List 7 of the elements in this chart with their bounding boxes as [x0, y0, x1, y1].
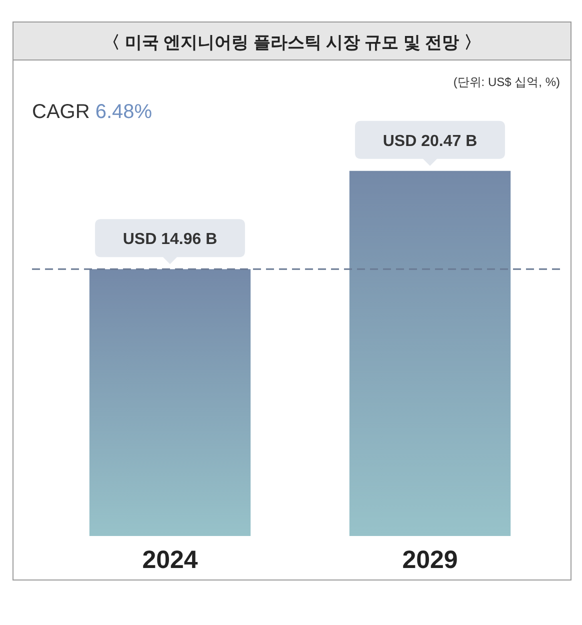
chart-subtitle: (단위: US$ 십억, %): [453, 75, 560, 89]
x-tick-label: 2029: [402, 546, 458, 574]
chart-title: 〈 미국 엔지니어링 플라스틱 시장 규모 및 전망 〉: [103, 33, 481, 52]
text: CAGR 6.48%: [32, 101, 152, 123]
data-label: USD 14.96 B: [122, 231, 218, 248]
data-label: USD 20.47 B: [382, 132, 478, 150]
x-tick-label: 2024: [142, 546, 198, 574]
